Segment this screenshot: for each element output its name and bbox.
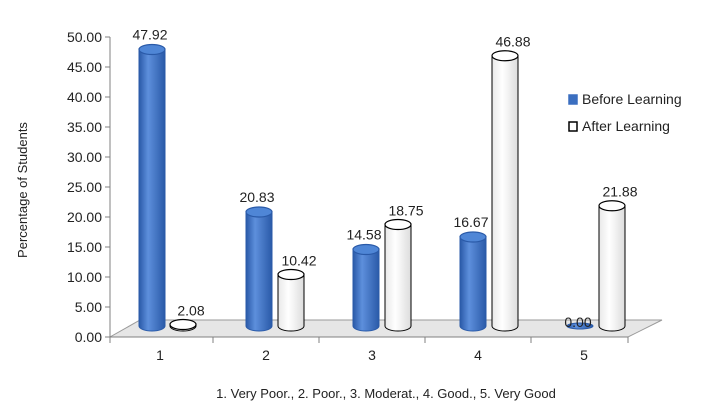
bar-after-learning-top	[169, 318, 197, 331]
bar-before-learning-disk	[566, 322, 594, 330]
x-tick-label: 3	[368, 347, 376, 363]
data-label-after: 21.88	[602, 184, 637, 200]
bar-before-learning-top	[138, 43, 166, 56]
legend: Before Learning After Learning	[568, 91, 682, 134]
bar-after-learning-top	[277, 268, 305, 281]
data-label-after: 18.75	[388, 203, 423, 219]
bar-before-learning-body	[138, 48, 166, 332]
y-tick-label: 25.00	[67, 179, 102, 195]
data-label-after: 46.88	[495, 34, 530, 50]
y-tick-label: 30.00	[67, 149, 102, 165]
data-labels: 47.92 20.83 14.58 16.67 0.00 2.08 10.42 18.75 46…	[132, 26, 637, 330]
y-axis-title: Percentage of Students	[15, 122, 30, 258]
legend-label: After Learning	[582, 118, 670, 134]
data-label-before: 20.83	[239, 189, 274, 205]
bar-after-learning	[491, 50, 519, 332]
data-label-before: 14.58	[346, 227, 381, 243]
bar-after-learning-body	[277, 273, 305, 332]
x-tick-label: 1	[156, 347, 164, 363]
data-label-after: 2.08	[177, 303, 204, 319]
bar-after-learning-top	[598, 200, 626, 212]
y-tick-label: 50.00	[67, 29, 102, 45]
bar-after-learning	[384, 218, 412, 332]
bar-before-learning	[352, 243, 380, 332]
x-tick-label: 2	[262, 347, 270, 363]
data-label-before: 16.67	[453, 214, 488, 230]
bar-after-learning-body	[598, 205, 626, 332]
bar-before-learning	[566, 322, 594, 330]
bar-after-learning-body	[384, 224, 412, 332]
y-tick-label: 45.00	[67, 59, 102, 75]
bars	[138, 43, 626, 332]
bar-before-learning	[245, 206, 273, 332]
bar-after-learning	[169, 318, 197, 332]
y-tick-label: 10.00	[67, 269, 102, 285]
legend-label: Before Learning	[582, 91, 682, 107]
bar-before-learning	[138, 43, 166, 332]
bar-after-learning	[277, 268, 305, 332]
bar-after-learning-body	[491, 55, 519, 332]
bar-before-learning-body	[459, 236, 487, 332]
bar-before-learning-top	[245, 206, 273, 218]
y-tick-label: 35.00	[67, 119, 102, 135]
data-label-after: 10.42	[281, 252, 316, 268]
y-tick-label: 0.00	[75, 329, 102, 345]
bar-before-learning-body	[245, 211, 273, 332]
bar-before-learning-body	[352, 249, 380, 332]
data-label-before: 0.00	[564, 314, 591, 330]
bar-before-learning-top	[352, 243, 380, 256]
x-axis-title: 1. Very Poor., 2. Poor., 3. Moderat., 4.…	[216, 386, 556, 401]
bar-after-learning-top	[491, 50, 519, 62]
x-tick-label: 4	[474, 347, 482, 363]
y-tick-label: 15.00	[67, 239, 102, 255]
y-tick-label: 20.00	[67, 209, 102, 225]
y-tick-label: 5.00	[75, 299, 102, 315]
bar-after-learning-top	[384, 218, 412, 231]
legend-swatch	[568, 121, 578, 132]
y-axis: 0.005.0010.0015.0020.0025.0030.0035.0040…	[67, 29, 629, 363]
bar-after-learning	[598, 200, 626, 332]
y-tick-label: 40.00	[67, 89, 102, 105]
bar-before-learning-top	[459, 231, 487, 243]
legend-swatch	[568, 94, 578, 105]
bar-before-learning	[459, 231, 487, 332]
data-label-before: 47.92	[132, 26, 167, 42]
x-tick-label: 5	[580, 347, 588, 363]
